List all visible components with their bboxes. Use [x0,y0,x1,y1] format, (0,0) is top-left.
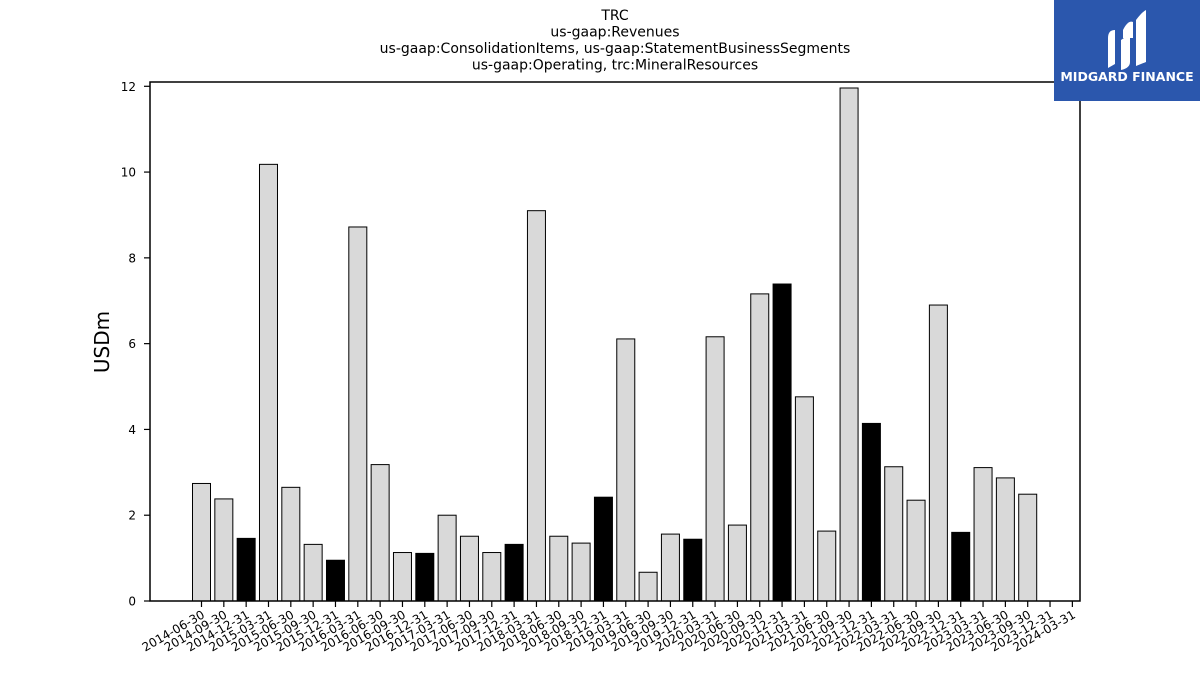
y-tick-label: 12 [121,80,136,94]
bar-2020-03-31 [705,336,725,602]
plot-area: 0246810122014-06-302014-09-302014-12-312… [121,80,1081,654]
bar-2022-09-30 [928,304,948,602]
bar-2016-06-30 [370,464,390,602]
logo-text: MIDGARD FINANCE [1060,69,1193,84]
bar-2023-06-30 [995,477,1015,602]
bar-2015-06-30 [281,486,301,602]
y-tick-label: 4 [128,423,136,437]
bar-2018-06-30 [549,535,569,602]
y-axis-label: USDm [90,311,114,373]
y-tick-label: 2 [128,509,136,523]
bar-2021-09-30 [839,87,859,602]
chart-title-line-3: us-gaap:ConsolidationItems, us-gaap:Stat… [380,41,851,57]
bar-2016-09-30 [392,552,412,602]
logo-stroke [1108,30,1115,68]
chart-title-line-2: us-gaap:Revenues [550,25,679,41]
bar-2020-09-30 [750,293,770,602]
logo-stroke [1136,10,1146,66]
bar-2014-09-30 [214,498,234,602]
midgard-finance-logo: MIDGARD FINANCE [1054,0,1200,101]
bar-2015-12-31 [325,559,345,602]
bar-2022-03-31 [884,466,904,602]
y-tick-label: 0 [128,595,136,609]
y-tick-label: 6 [128,337,136,351]
bar-2019-03-31 [616,338,636,602]
bar-2021-06-30 [817,530,837,602]
bar-2017-12-31 [504,543,524,602]
bar-2018-03-31 [526,210,546,602]
bar-2019-12-31 [683,538,703,602]
chart-title-line-4: us-gaap:Operating, trc:MineralResources [472,58,758,74]
bar-2016-03-31 [348,226,368,602]
bar-2023-09-30 [1018,493,1038,602]
bar-2016-12-31 [415,552,435,602]
chart-title-line-1: TRC [600,8,629,24]
bar-2019-09-30 [660,533,680,602]
bar-2018-09-30 [571,542,591,602]
bar-2015-09-30 [303,543,323,602]
bar-2021-12-31 [861,422,881,602]
bar-2022-06-30 [906,499,926,602]
bar-2014-06-30 [192,482,211,602]
plot-frame [149,81,1081,602]
logo-stroke [1121,34,1130,70]
bar-2020-06-30 [727,524,747,602]
logo-mark-icon [1108,10,1146,70]
bar-2014-12-31 [236,537,256,602]
bar-2020-12-31 [772,283,792,602]
bar-2023-03-31 [973,467,993,602]
y-tick-label: 8 [128,251,136,265]
chart-title: TRCus-gaap:Revenuesus-gaap:Consolidation… [380,8,851,74]
bar-2019-06-30 [638,571,658,602]
bar-2017-03-31 [437,514,457,602]
bar-2022-12-31 [951,531,971,602]
logo-stroke [1123,21,1133,38]
bar-2021-03-31 [794,396,814,602]
bar-2018-12-31 [593,496,613,602]
bar-2017-06-30 [459,535,479,602]
bar-2015-03-31 [258,163,278,602]
y-tick-label: 10 [121,166,136,180]
bar-2017-09-30 [482,552,502,602]
